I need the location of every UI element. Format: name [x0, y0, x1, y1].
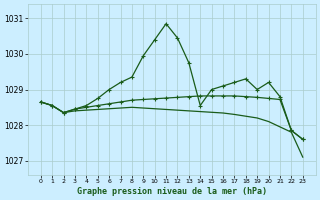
X-axis label: Graphe pression niveau de la mer (hPa): Graphe pression niveau de la mer (hPa) — [77, 187, 267, 196]
